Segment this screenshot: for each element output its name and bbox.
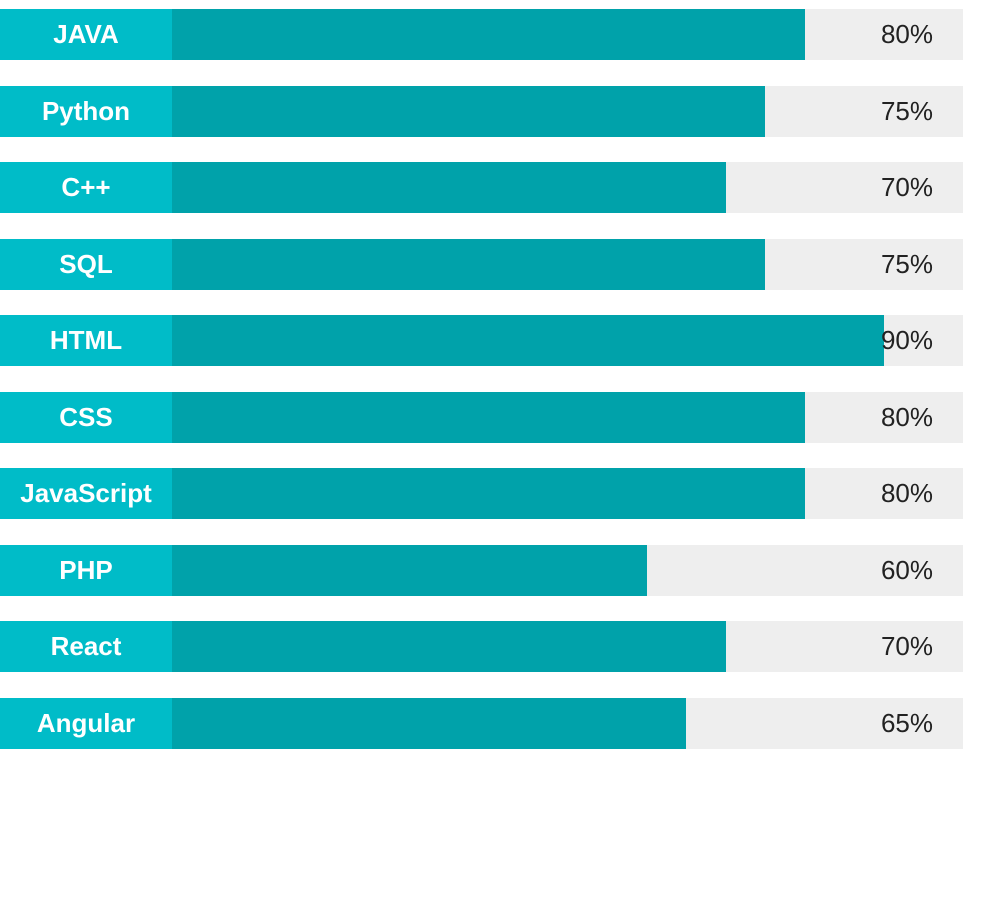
skill-row: SQL 75% <box>0 238 963 290</box>
skill-bar <box>172 162 726 213</box>
skill-row: Angular 65% <box>0 697 963 749</box>
skill-row: HTML 90% <box>0 315 963 366</box>
skill-label: Python <box>0 85 172 137</box>
skill-label: React <box>0 621 172 672</box>
skill-bar <box>172 621 726 672</box>
skill-row: CSS 80% <box>0 391 963 443</box>
skill-row: PHP 60% <box>0 544 963 596</box>
skill-row: JavaScript 80% <box>0 468 963 519</box>
skill-label: SQL <box>0 238 172 290</box>
skill-track <box>172 85 963 137</box>
skill-value-label: 75% <box>880 95 933 126</box>
skill-bar <box>172 238 766 290</box>
skill-value-label: 60% <box>880 554 933 585</box>
skill-bar <box>172 85 766 137</box>
skill-value-label: 70% <box>880 172 933 202</box>
skill-label: CSS <box>0 391 172 443</box>
skill-bar <box>172 468 805 519</box>
skill-row: C++ 70% <box>0 162 963 213</box>
skill-bar <box>172 391 805 443</box>
skill-bar <box>172 9 805 60</box>
skill-track <box>172 9 963 60</box>
skill-bar <box>172 544 647 596</box>
skill-track <box>172 697 963 749</box>
skill-track <box>172 238 963 290</box>
skill-track <box>172 162 963 213</box>
skill-value-label: 80% <box>880 478 933 508</box>
skill-track <box>172 621 963 672</box>
skill-value-label: 80% <box>880 401 933 432</box>
skill-track <box>172 315 963 366</box>
skill-bar <box>172 697 687 749</box>
skills-chart: JAVA 80% Python 75% C++ 70% SQL 75% HTML 90% CSS 80… <box>0 9 963 774</box>
skill-row: JAVA 80% <box>0 9 963 60</box>
skill-label: C++ <box>0 162 172 213</box>
skill-value-label: 70% <box>880 631 933 661</box>
skill-label: JAVA <box>0 9 172 60</box>
skill-track <box>172 391 963 443</box>
skill-row: Python 75% <box>0 85 963 137</box>
skill-row: React 70% <box>0 621 963 672</box>
skill-label: Angular <box>0 697 172 749</box>
skill-label: PHP <box>0 544 172 596</box>
skill-value-label: 90% <box>880 325 933 355</box>
skill-track <box>172 544 963 596</box>
skill-label: HTML <box>0 315 172 366</box>
skill-track <box>172 468 963 519</box>
skill-bar <box>172 315 884 366</box>
skill-value-label: 75% <box>880 248 933 279</box>
skill-label: JavaScript <box>0 468 172 519</box>
skill-value-label: 65% <box>880 707 933 738</box>
skill-value-label: 80% <box>880 19 933 49</box>
